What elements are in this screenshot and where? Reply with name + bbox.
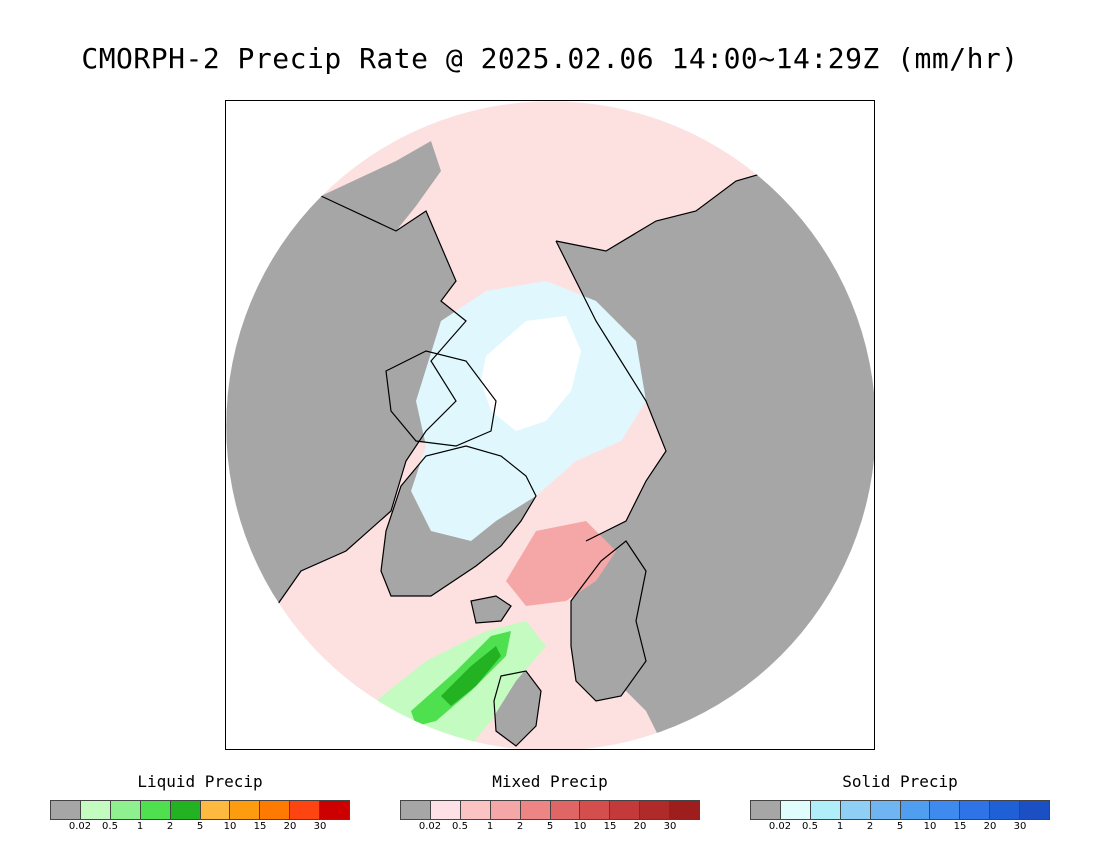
legend-tick-label: 10 bbox=[573, 821, 587, 832]
legend-tick-label: 20 bbox=[983, 821, 997, 832]
legend-tick-label: 2 bbox=[866, 821, 874, 832]
legend-swatch bbox=[260, 801, 291, 819]
legend-tick-label: 5 bbox=[896, 821, 904, 832]
legend-swatch bbox=[870, 801, 901, 819]
legend-swatch bbox=[1020, 801, 1050, 819]
legend-swatch bbox=[110, 801, 141, 819]
legend-tick-label: 2 bbox=[166, 821, 174, 832]
polar-map bbox=[226, 101, 874, 749]
legend-ticks-mixed: 0.02 0.5 1 2 5 10 15 20 30 bbox=[400, 821, 700, 835]
pole-no-data bbox=[481, 316, 581, 431]
coastlines bbox=[226, 170, 874, 747]
legend-swatch bbox=[170, 801, 201, 819]
legend-mixed: Mixed Precip 0.02 0.5 1 2 5 10 15 20 30 bbox=[400, 772, 700, 835]
legend-swatch bbox=[900, 801, 931, 819]
legend-swatch bbox=[140, 801, 171, 819]
legend-title-liquid: Liquid Precip bbox=[137, 772, 263, 791]
legend-title-mixed: Mixed Precip bbox=[492, 772, 608, 791]
legend-tick-label: 1 bbox=[486, 821, 494, 832]
legend-tick-label: 0.5 bbox=[802, 821, 818, 832]
legend-swatch bbox=[640, 801, 671, 819]
legend-swatch bbox=[51, 801, 81, 819]
mixed-precip-band bbox=[506, 521, 616, 606]
legend-colorbar-solid bbox=[750, 800, 1050, 820]
legend-colorbar-mixed bbox=[400, 800, 700, 820]
legend-swatch bbox=[610, 801, 641, 819]
legend-swatch bbox=[401, 801, 431, 819]
legend-tick-label: 5 bbox=[546, 821, 554, 832]
legend-swatch bbox=[751, 801, 781, 819]
legend-swatch bbox=[840, 801, 871, 819]
legend-tick-label: 0.02 bbox=[418, 821, 442, 832]
legend-ticks-solid: 0.02 0.5 1 2 5 10 15 20 30 bbox=[750, 821, 1050, 835]
liquid-precip-core bbox=[441, 646, 501, 706]
land-iceland bbox=[471, 596, 511, 623]
map-panel bbox=[225, 100, 875, 750]
legend-swatch bbox=[320, 801, 350, 819]
map-title: CMORPH-2 Precip Rate @ 2025.02.06 14:00~… bbox=[81, 42, 1019, 75]
legend-tick-label: 15 bbox=[953, 821, 967, 832]
legend-swatch bbox=[490, 801, 521, 819]
legend-swatch bbox=[430, 801, 461, 819]
legend-swatch bbox=[520, 801, 551, 819]
legend-tick-label: 1 bbox=[136, 821, 144, 832]
legend-tick-label: 15 bbox=[603, 821, 617, 832]
legend-swatch bbox=[80, 801, 111, 819]
legend-tick-label: 0.02 bbox=[768, 821, 792, 832]
legend-tick-label: 30 bbox=[313, 821, 327, 832]
legend-colorbar-liquid bbox=[50, 800, 350, 820]
legend-tick-label: 10 bbox=[223, 821, 237, 832]
legend-tick-label: 0.5 bbox=[102, 821, 118, 832]
legend-swatch bbox=[580, 801, 611, 819]
legend-tick-label: 5 bbox=[196, 821, 204, 832]
legend-title-solid: Solid Precip bbox=[842, 772, 958, 791]
legend-swatch bbox=[810, 801, 841, 819]
legend-tick-label: 30 bbox=[663, 821, 677, 832]
legend-swatch bbox=[290, 801, 321, 819]
legend-swatch bbox=[780, 801, 811, 819]
legend-tick-label: 15 bbox=[253, 821, 267, 832]
legend-tick-label: 20 bbox=[283, 821, 297, 832]
legend-swatch bbox=[930, 801, 961, 819]
legend-tick-label: 0.02 bbox=[68, 821, 92, 832]
legend-liquid: Liquid Precip 0.02 0.5 1 2 5 10 15 20 30 bbox=[50, 772, 350, 835]
legend-tick-label: 20 bbox=[633, 821, 647, 832]
legend-tick-label: 0.5 bbox=[452, 821, 468, 832]
legend-swatch bbox=[670, 801, 700, 819]
legend-tick-label: 10 bbox=[923, 821, 937, 832]
legend-tick-label: 2 bbox=[516, 821, 524, 832]
legend-solid: Solid Precip 0.02 0.5 1 2 5 10 15 20 30 bbox=[750, 772, 1050, 835]
legend-swatch bbox=[990, 801, 1021, 819]
legend-swatch bbox=[230, 801, 261, 819]
legend-swatch bbox=[960, 801, 991, 819]
legend-tick-label: 30 bbox=[1013, 821, 1027, 832]
legend-swatch bbox=[200, 801, 231, 819]
legend-tick-label: 1 bbox=[836, 821, 844, 832]
land-north-america bbox=[226, 196, 466, 641]
legend-ticks-liquid: 0.02 0.5 1 2 5 10 15 20 30 bbox=[50, 821, 350, 835]
land-alaska bbox=[321, 141, 441, 231]
legend-swatch bbox=[460, 801, 491, 819]
legend-swatch bbox=[550, 801, 581, 819]
